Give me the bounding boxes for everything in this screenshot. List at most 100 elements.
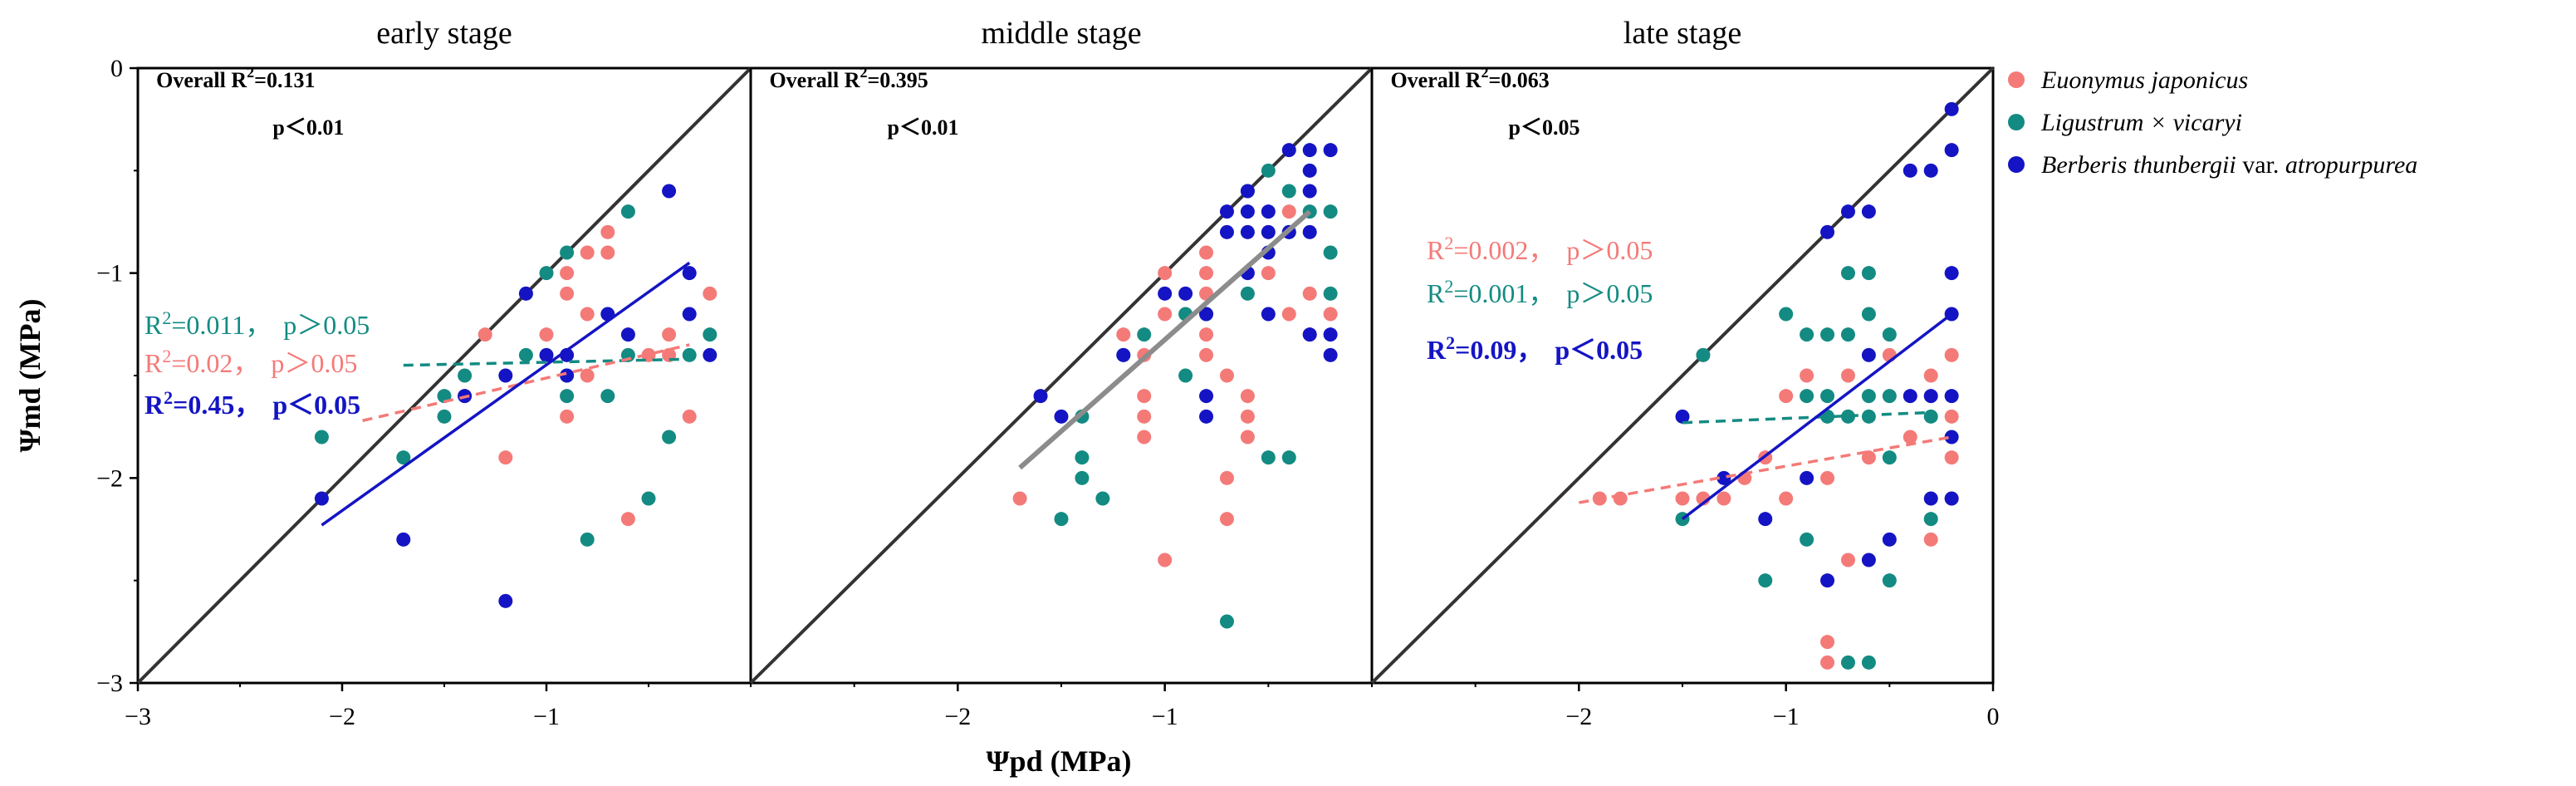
r2-annotation-berberis: R2=0.45， p＜0.05 [144,387,360,420]
x-tick-label: −1 [1152,703,1178,730]
fit-line-euonymus [362,343,690,422]
point-berberis [498,593,513,608]
point-berberis [1944,101,1959,116]
point-berberis [703,347,717,362]
point-euonymus [1261,266,1276,281]
point-ligustrum [1820,389,1835,404]
legend-label-berberis: Berberis thunbergii var. atropurpurea [2041,151,2417,179]
point-ligustrum [1323,204,1338,219]
point-ligustrum [1800,327,1814,342]
x-axis-label: Ψpd (MPa) [986,744,1131,778]
point-ligustrum [1240,286,1255,301]
overall-r2: Overall R2=0.131 [156,64,315,92]
r2-annotation-berberis: R2=0.09， p＜0.05 [1427,332,1643,365]
point-ligustrum [1323,245,1338,260]
point-berberis [662,184,677,199]
point-berberis [1903,163,1917,178]
point-euonymus [1281,307,1296,322]
point-euonymus [1281,204,1296,219]
point-euonymus [1820,635,1835,650]
point-euonymus [600,224,615,239]
point-ligustrum [703,327,717,342]
point-ligustrum [1075,450,1090,465]
point-ligustrum [1861,409,1876,424]
point-berberis [1323,327,1338,342]
point-euonymus [1137,409,1152,424]
legend-marker-euonymus [2008,71,2025,88]
point-ligustrum [458,368,473,383]
point-ligustrum [560,245,575,260]
y-tick-label: −1 [96,260,123,287]
point-ligustrum [1095,491,1110,506]
overall-p: p＜0.01 [272,115,344,140]
point-ligustrum [600,389,615,404]
point-ligustrum [1882,450,1897,465]
point-euonymus [1158,553,1173,567]
point-berberis [682,307,697,322]
identity-line [749,66,1374,685]
point-berberis [1882,532,1897,547]
point-berberis [518,286,533,301]
legend-label-euonymus: Euonymus japonicus [2040,66,2248,94]
point-berberis [1261,224,1276,239]
point-euonymus [1240,430,1255,445]
point-euonymus [1840,368,1855,383]
point-euonymus [662,327,677,342]
point-euonymus [1820,655,1835,670]
point-ligustrum [560,389,575,404]
point-berberis [498,368,513,383]
point-euonymus [539,327,554,342]
point-euonymus [1861,450,1876,465]
point-euonymus [1923,532,1938,547]
point-ligustrum [1323,286,1338,301]
point-berberis [1302,224,1317,239]
point-ligustrum [1840,409,1855,424]
point-euonymus [1944,409,1959,424]
point-berberis [1199,389,1214,404]
point-berberis [1923,491,1938,506]
point-ligustrum [1779,307,1794,322]
point-berberis [1944,266,1959,281]
point-berberis [1302,143,1317,158]
panel-3: late stage −2 −1 0 Overall R2=0.063 p＜0.05 R2=… [1370,16,2000,730]
point-berberis [1923,163,1938,178]
point-ligustrum [1178,368,1193,383]
fit-line-euonymus [1579,435,1952,504]
point-berberis [314,491,329,506]
x-tick-label: −1 [533,703,560,730]
point-berberis [1116,347,1131,362]
point-ligustrum [1840,266,1855,281]
point-berberis [1240,204,1255,219]
x-tick-label: −2 [944,703,971,730]
y-tick-label: −2 [96,464,123,492]
point-berberis [1261,204,1276,219]
point-euonymus [498,450,513,465]
point-berberis [1302,163,1317,178]
point-euonymus [1219,512,1234,527]
point-ligustrum [518,347,533,362]
point-berberis [1261,307,1276,322]
point-euonymus [1944,347,1959,362]
point-euonymus [682,409,697,424]
point-ligustrum [1281,450,1296,465]
point-berberis [1199,409,1214,424]
point-euonymus [1944,450,1959,465]
legend-marker-berberis [2008,156,2025,173]
point-berberis [1758,512,1773,527]
point-euonymus [580,307,595,322]
point-berberis [1178,286,1193,301]
point-berberis [1944,491,1959,506]
point-ligustrum [1861,307,1876,322]
legend-marker-ligustrum [2008,114,2025,130]
point-euonymus [641,347,656,362]
point-berberis [396,532,411,547]
point-ligustrum [1281,184,1296,199]
identity-line [1370,66,1995,685]
point-ligustrum [1861,266,1876,281]
point-euonymus [1903,430,1917,445]
point-ligustrum [1137,327,1152,342]
point-euonymus [1219,368,1234,383]
point-ligustrum [1075,470,1090,485]
fit-line-berberis [321,261,691,527]
point-berberis [539,347,554,362]
